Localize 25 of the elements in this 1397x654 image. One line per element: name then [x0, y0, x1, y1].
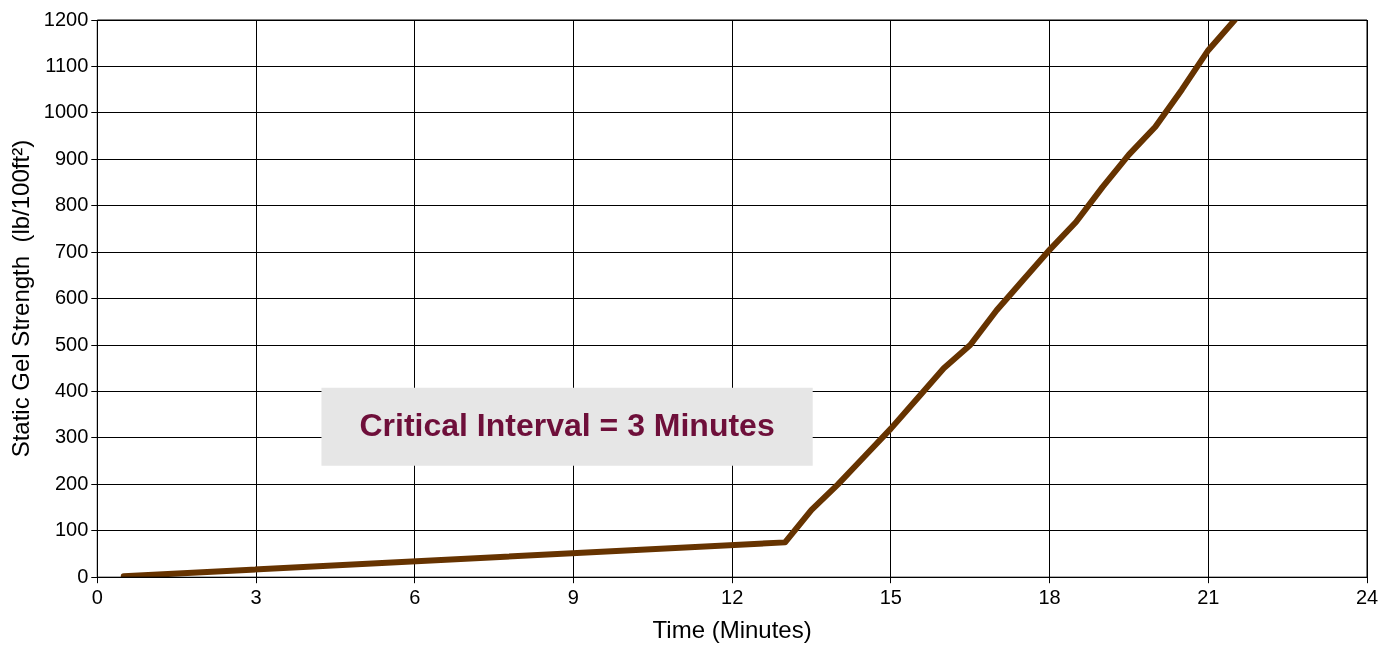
- y-tick-label: 1100: [45, 53, 89, 76]
- x-tick-label: 0: [91, 585, 103, 608]
- y-tick-label: 700: [54, 239, 89, 262]
- annotation: Critical Interval = 3 Minutes: [359, 406, 775, 443]
- x-axis-title: Time (Minutes): [652, 616, 812, 644]
- x-tick-label: 9: [567, 585, 579, 608]
- y-tick-label: 100: [54, 518, 89, 541]
- y-tick-label: 400: [54, 378, 89, 401]
- x-tick-label: 18: [1038, 585, 1061, 608]
- y-tick-label: 600: [54, 286, 89, 309]
- y-tick-label: 200: [54, 471, 89, 494]
- y-tick-label: 0: [77, 564, 89, 587]
- y-tick-label: 1000: [43, 100, 89, 123]
- y-tick-label: 900: [54, 146, 89, 169]
- y-tick-label: 300: [54, 425, 89, 448]
- x-tick-label: 6: [409, 585, 421, 608]
- y-tick-label: 1200: [43, 7, 89, 30]
- x-tick-label: 24: [1355, 585, 1379, 608]
- x-tick-label: 21: [1197, 585, 1220, 608]
- y-tick-label: 500: [54, 332, 89, 355]
- x-tick-label: 12: [721, 585, 744, 608]
- x-tick-label: 3: [250, 585, 262, 608]
- y-axis-title: Static Gel Strength (lb/100ft²): [7, 139, 35, 458]
- y-tick-label: 800: [54, 193, 89, 216]
- x-tick-label: 15: [879, 585, 902, 608]
